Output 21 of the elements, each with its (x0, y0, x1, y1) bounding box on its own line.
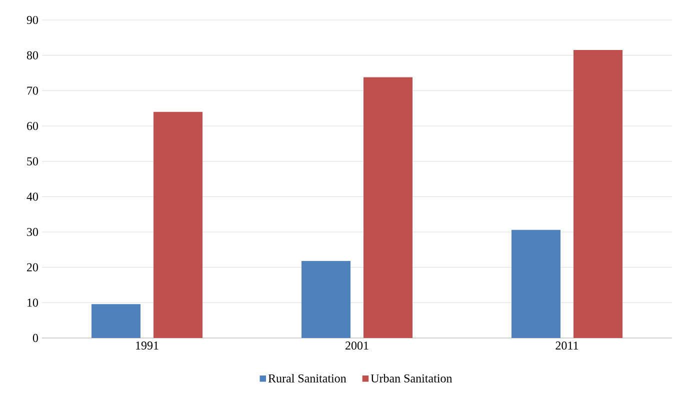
y-tick-label: 30 (27, 228, 38, 236)
x-tick-label: 1991 (136, 342, 158, 350)
bar (574, 50, 622, 338)
y-tick-label: 0 (32, 334, 38, 342)
x-tick-label: 2011 (556, 342, 578, 350)
y-tick-label: 70 (27, 86, 38, 95)
y-tick-label: 10 (28, 298, 38, 307)
bar (364, 77, 412, 338)
y-tick-label: 20 (27, 263, 38, 272)
legend-label: Rural Sanitation (268, 374, 346, 382)
bar (154, 112, 203, 338)
legend-label: Urban Sanitation (370, 374, 452, 382)
bar (302, 260, 351, 338)
y-tick-label: 60 (26, 122, 38, 130)
y-tick-label: 50 (27, 157, 38, 166)
bar (92, 304, 141, 338)
y-tick-label: 90 (26, 16, 38, 24)
x-tick-label: 2001 (346, 342, 368, 350)
bar (512, 230, 560, 338)
y-tick-label: 80 (26, 51, 38, 60)
y-tick-label: 40 (26, 192, 38, 201)
